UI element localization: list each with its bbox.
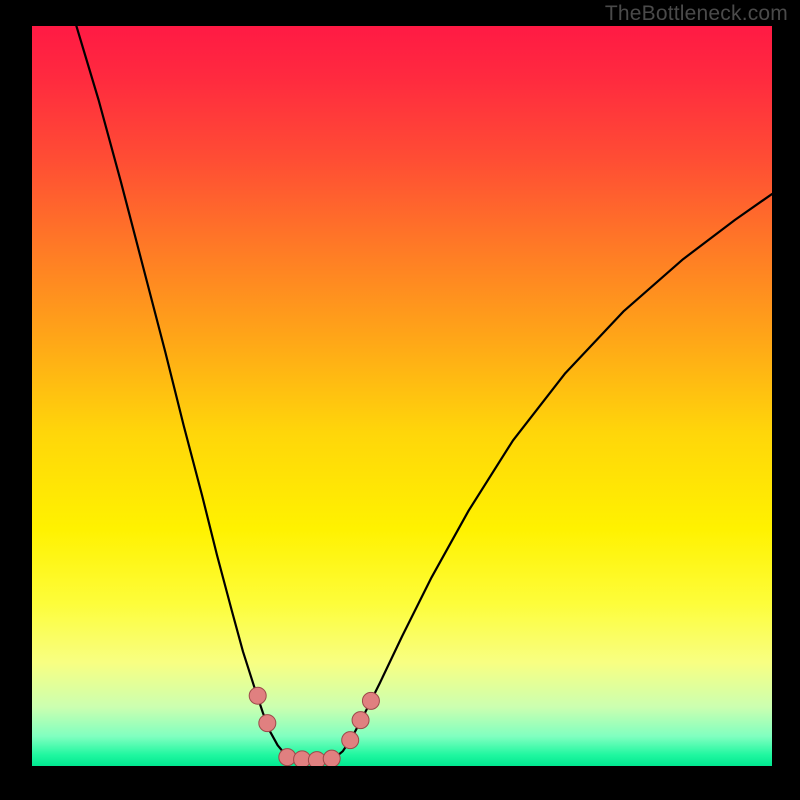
curve-marker: [362, 692, 379, 709]
gradient-background: [32, 26, 772, 766]
plot-area: [32, 26, 772, 766]
curve-marker: [352, 712, 369, 729]
curve-marker: [249, 687, 266, 704]
watermark-text: TheBottleneck.com: [605, 0, 788, 28]
curve-marker: [342, 732, 359, 749]
chart-root: TheBottleneck.com: [0, 0, 800, 800]
plot-svg: [32, 26, 772, 766]
curve-marker: [294, 751, 311, 766]
curve-marker: [279, 749, 296, 766]
curve-marker: [259, 715, 276, 732]
curve-marker: [323, 750, 340, 766]
